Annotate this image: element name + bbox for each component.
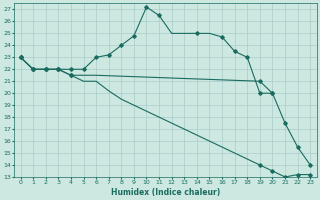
X-axis label: Humidex (Indice chaleur): Humidex (Indice chaleur): [111, 188, 220, 197]
